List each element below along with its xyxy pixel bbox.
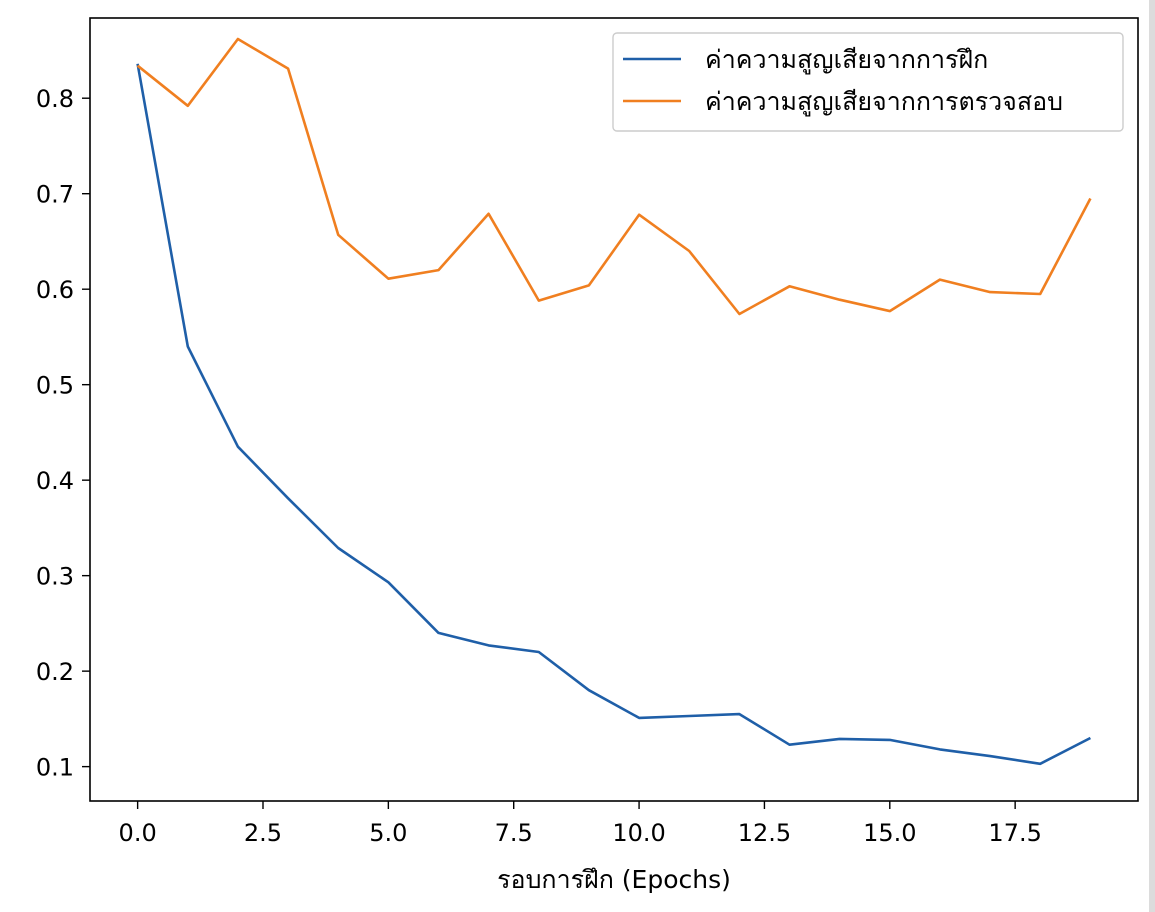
y-tick-label: 0.5 — [36, 372, 74, 400]
y-tick-label: 0.1 — [36, 754, 74, 782]
x-tick-label: 2.5 — [244, 819, 282, 847]
legend-box — [612, 32, 1124, 132]
y-tick-label: 0.7 — [36, 181, 74, 209]
legend: ค่าความสูญเสียจากการฝึกค่าความสูญเสียจาก… — [612, 32, 1124, 132]
axis-ticks: 0.0 2.5 5.0 7.5 10.0 12.5 15.0 17.5 0.1 0.2 0.3 0.4… — [36, 85, 1042, 847]
x-tick-label: 5.0 — [369, 819, 407, 847]
x-tick-label: 15.0 — [863, 819, 916, 847]
x-tick-label: 0.0 — [119, 819, 157, 847]
legend-entry-label: ค่าความสูญเสียจากการฝึก — [705, 45, 988, 75]
y-tick-label: 0.6 — [36, 276, 74, 304]
legend-entry-label: ค่าความสูญเสียจากการตรวจสอบ — [705, 87, 1063, 117]
series-line-1 — [136, 37, 1092, 316]
y-tick-label: 0.8 — [36, 85, 74, 113]
x-tick-label: 17.5 — [988, 819, 1041, 847]
series-lines — [136, 37, 1092, 766]
window-edge — [1149, 0, 1155, 912]
series-line-0 — [136, 63, 1091, 766]
x-tick-label: 10.0 — [612, 819, 665, 847]
plot-frame — [89, 17, 1139, 802]
y-tick-label: 0.2 — [36, 658, 74, 686]
y-tick-label: 0.3 — [36, 563, 74, 591]
x-tick-label: 7.5 — [495, 819, 533, 847]
x-tick-label: 12.5 — [738, 819, 791, 847]
x-axis-label: รอบการฝึก (Epochs) — [497, 865, 731, 894]
y-tick-label: 0.4 — [36, 467, 74, 495]
